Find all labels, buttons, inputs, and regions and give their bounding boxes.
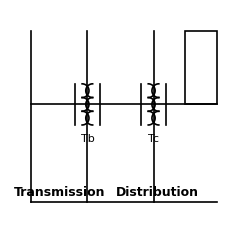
Text: Tc: Tc <box>148 134 159 144</box>
Text: Distribution: Distribution <box>116 186 199 199</box>
Text: Transmission: Transmission <box>13 186 105 199</box>
Text: Tb: Tb <box>81 134 94 144</box>
